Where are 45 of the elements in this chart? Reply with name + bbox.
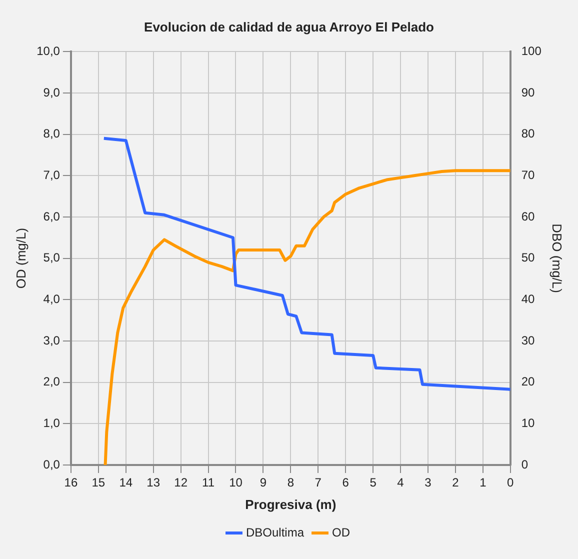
y-tick-label: 4,0	[43, 292, 60, 306]
x-tick-label: 13	[146, 476, 160, 490]
x-tick-label: 0	[507, 476, 514, 490]
y2-tick-label: 60	[521, 209, 536, 224]
y2-tick-label: 100	[521, 44, 542, 58]
y-tick-label: 6,0	[43, 209, 60, 224]
y-tick-label: 9,0	[43, 85, 60, 100]
y-axis-title: OD (mg/L)	[13, 228, 28, 289]
x-tick-label: 16	[64, 476, 78, 490]
y-tick-label: 2,0	[43, 374, 60, 389]
y2-tick-label: 10	[521, 416, 536, 430]
x-tick-label: 9	[260, 476, 267, 490]
x-tick-label: 8	[287, 476, 294, 490]
x-tick-label: 7	[314, 476, 322, 490]
y-tick-label: 5,0	[43, 250, 60, 265]
x-tick-label: 15	[92, 476, 106, 490]
y2-tick-label: 70	[521, 168, 536, 182]
x-tick-label: 3	[424, 476, 432, 490]
legend-label: DBOultima	[246, 525, 304, 540]
chart-title: Evolucion de calidad de agua Arroyo El Pelado	[144, 19, 434, 34]
x-axis-title: Progresiva (m)	[245, 496, 336, 512]
x-tick-label: 4	[397, 476, 404, 490]
x-tick-label: 11	[202, 476, 215, 490]
y-tick-label: 7,0	[43, 168, 60, 182]
y2-tick-label: 80	[521, 126, 536, 141]
y-tick-label: 0,0	[43, 457, 60, 472]
y2-tick-label: 20	[521, 374, 536, 389]
x-tick-label: 10	[229, 476, 243, 490]
y2-axis-title: DBO (mg/L)	[550, 224, 565, 293]
y2-tick-label: 0	[521, 457, 528, 472]
y2-tick-label: 50	[521, 250, 536, 265]
y2-tick-label: 30	[521, 333, 536, 348]
y2-tick-label: 40	[521, 292, 536, 306]
legend-label: OD	[332, 525, 350, 540]
y-tick-label: 1,0	[43, 416, 60, 430]
x-tick-label: 1	[480, 476, 487, 490]
y2-tick-label: 90	[521, 85, 536, 100]
x-tick-label: 6	[342, 476, 350, 490]
x-tick-label: 2	[452, 476, 460, 490]
y-tick-label: 8,0	[43, 126, 60, 141]
x-tick-label: 14	[119, 476, 133, 490]
x-tick-label: 5	[370, 476, 377, 490]
y-tick-label: 10,0	[36, 44, 60, 58]
x-tick-label: 12	[174, 476, 188, 490]
y-tick-label: 3,0	[43, 333, 60, 348]
